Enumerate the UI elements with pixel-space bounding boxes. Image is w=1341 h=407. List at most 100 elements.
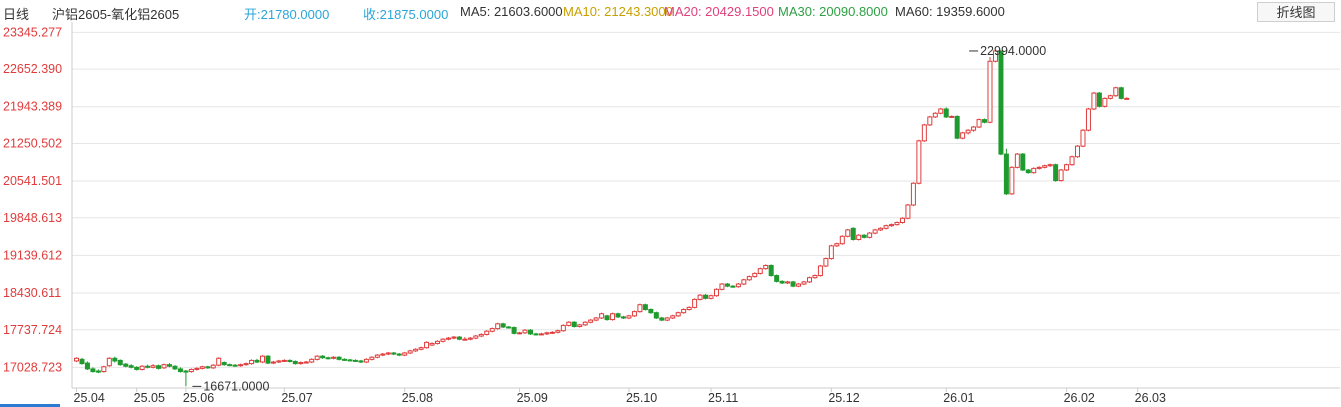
y-tick-label: 21250.502	[3, 136, 62, 150]
candle-body	[724, 283, 730, 287]
candle-body	[183, 370, 189, 373]
candle-body	[998, 50, 1004, 155]
candle-body	[259, 355, 265, 363]
candle-body	[1085, 108, 1091, 131]
candle-body	[642, 304, 648, 310]
candle-body	[440, 338, 446, 342]
candle-body	[713, 288, 719, 297]
candle-body	[1009, 166, 1015, 195]
candle-body	[445, 337, 451, 340]
candle-body	[785, 281, 791, 284]
candle-body	[555, 330, 561, 333]
candle-body	[380, 353, 386, 356]
candle-body	[938, 108, 944, 114]
candle-body	[790, 281, 796, 287]
candle-body	[812, 275, 818, 279]
candle-body	[1031, 167, 1037, 174]
candle-body	[1058, 169, 1064, 182]
candle-body	[779, 280, 785, 284]
candle-body	[631, 311, 637, 317]
candle-body	[407, 350, 413, 354]
candle-body	[675, 312, 681, 317]
candle-body	[369, 356, 375, 360]
candle-body	[878, 227, 884, 231]
candle-body	[489, 328, 495, 332]
candle-body	[227, 364, 233, 367]
candle-body	[615, 313, 621, 318]
candle-body	[249, 359, 255, 365]
candle-body	[692, 298, 698, 308]
candle-body	[971, 126, 977, 131]
candle-body	[1020, 153, 1026, 171]
candle-body	[982, 119, 988, 123]
y-tick-label: 22652.390	[3, 62, 62, 76]
candle-body	[145, 365, 151, 368]
candle-body	[861, 234, 867, 238]
candle-body	[1107, 95, 1113, 99]
candle-body	[752, 272, 758, 278]
candle-body	[1075, 145, 1081, 158]
ma30-value: MA30: 20090.8000	[778, 4, 888, 19]
candle-body	[429, 342, 435, 346]
candle-body	[1102, 97, 1108, 107]
y-tick-label: 23345.277	[3, 25, 62, 39]
candle-body	[1113, 87, 1119, 97]
candle-body	[735, 283, 741, 288]
candle-body	[1003, 153, 1009, 195]
candle-body	[796, 283, 802, 287]
candle-body	[336, 356, 342, 360]
candle-body	[467, 337, 473, 340]
y-tick-label: 20541.501	[3, 174, 62, 188]
candle-body	[106, 357, 112, 367]
candle-body	[599, 313, 605, 319]
open-value: 开:21780.0000	[244, 7, 330, 22]
candle-body	[1014, 153, 1020, 168]
candle-body	[626, 315, 632, 319]
candle-body	[686, 306, 692, 310]
candle-body	[374, 354, 380, 358]
candle-body	[456, 336, 462, 340]
line-chart-toggle-button[interactable]: 折线图	[1257, 2, 1335, 22]
candle-body	[1091, 92, 1097, 110]
candle-body	[544, 332, 550, 335]
y-tick-label: 19848.613	[3, 211, 62, 225]
candle-body	[320, 355, 326, 359]
candle-body	[325, 357, 331, 360]
candle-body	[150, 365, 156, 368]
candle-body	[396, 353, 402, 356]
candle-body	[681, 308, 687, 314]
candle-body	[216, 357, 222, 366]
x-tick-label: 25.10	[626, 391, 657, 405]
x-tick-label: 25.11	[708, 391, 738, 405]
candle-body	[571, 321, 577, 327]
candle-body	[932, 112, 938, 118]
candle-body	[867, 232, 873, 238]
candle-body	[566, 321, 572, 326]
candle-body	[1042, 165, 1048, 168]
candle-body	[992, 50, 998, 62]
candle-body	[577, 324, 583, 327]
candle-body	[194, 367, 200, 370]
candle-body	[95, 370, 101, 373]
candle-body	[79, 358, 85, 365]
candle-body	[757, 268, 763, 274]
y-tick-label: 18430.611	[3, 286, 61, 300]
candle-body	[199, 366, 205, 369]
candle-body	[910, 182, 916, 206]
candle-body	[435, 340, 441, 344]
candle-body	[610, 313, 616, 321]
candle-body	[921, 124, 927, 142]
x-tick-label: 26.03	[1135, 391, 1166, 405]
candle-body	[451, 336, 457, 339]
y-tick-label: 17028.723	[3, 360, 62, 374]
candle-body	[801, 281, 807, 285]
candle-body	[506, 326, 512, 329]
candle-body	[478, 333, 484, 337]
candle-body	[117, 359, 123, 366]
y-tick-label: 19139.612	[3, 248, 62, 262]
candle-body	[391, 352, 397, 355]
candle-body	[254, 359, 260, 363]
candle-body	[1064, 164, 1070, 171]
candle-body	[495, 323, 501, 330]
candle-body	[604, 315, 610, 321]
